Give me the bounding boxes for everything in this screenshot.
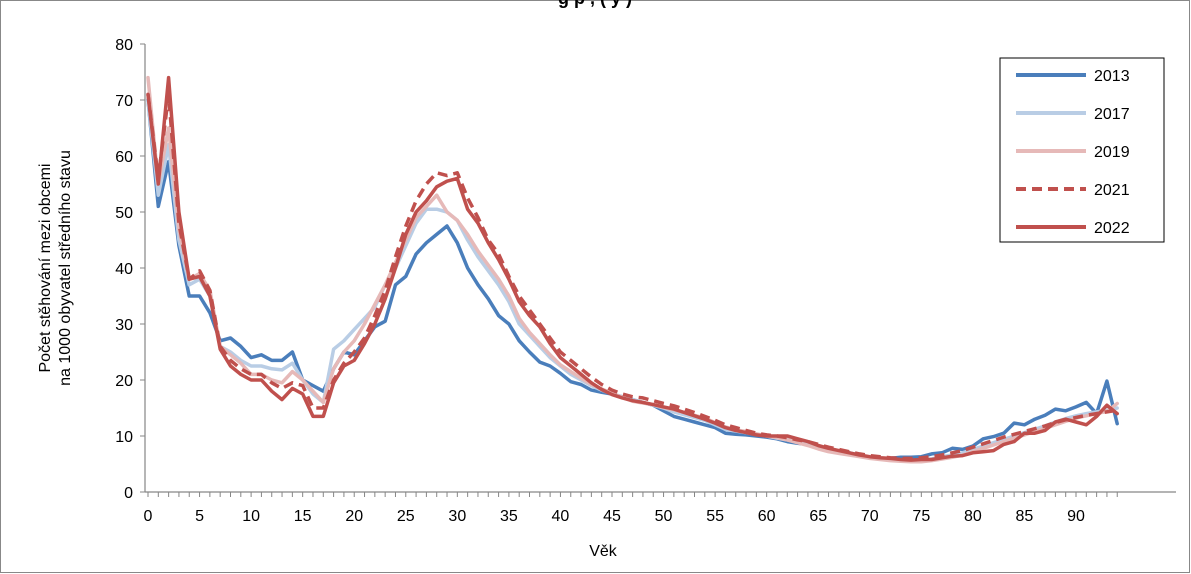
y-axis-label-line1: Počet stěhování mezi obcemi [37,164,54,373]
x-tick-label: 90 [1067,508,1085,525]
x-tick-label: 65 [809,508,827,525]
x-tick-label: 40 [552,508,570,525]
x-tick-label: 0 [144,508,153,525]
x-tick-label: 30 [448,508,466,525]
x-tick-label: 5 [195,508,204,525]
x-tick-label: 80 [964,508,982,525]
x-ticks: 0 5 10 15 20 25 30 35 40 45 50 55 60 65 70 75 80 85 90 [144,492,1118,525]
x-tick-label: 15 [294,508,312,525]
series-line-2022 [146,75,1119,462]
series-lines [146,75,1119,464]
chart-title: g p , ( y ) [558,0,632,8]
y-tick-label: 40 [115,261,133,278]
y-tick-label: 70 [115,93,133,110]
y-tick-label: 60 [115,149,133,166]
legend-label-2017: 2017 [1094,106,1130,123]
x-tick-label: 45 [603,508,621,525]
x-tick-label: 70 [861,508,879,525]
x-tick-label: 50 [655,508,673,525]
legend-label-2019: 2019 [1094,144,1130,161]
legend: 2013 2017 2019 2021 2022 [999,57,1165,243]
x-tick-label: 10 [242,508,260,525]
x-axis-label: Věk [589,543,618,560]
x-tick-label: 20 [345,508,363,525]
series-line-2021 [146,92,1118,461]
legend-label-2021: 2021 [1094,182,1130,199]
x-tick-label: 25 [397,508,415,525]
y-ticks: 0 10 20 30 40 50 60 70 80 [115,37,145,502]
y-tick-label: 80 [115,37,133,54]
x-tick-label: 85 [1016,508,1034,525]
x-tick-label: 75 [912,508,930,525]
y-axis-label-line2: na 1000 obyvatel středního stavu [57,150,74,386]
y-tick-label: 0 [124,485,133,502]
legend-label-2022: 2022 [1094,220,1130,237]
y-tick-label: 50 [115,205,133,222]
y-tick-label: 30 [115,317,133,334]
y-tick-label: 10 [115,429,133,446]
y-tick-label: 20 [115,373,133,390]
x-tick-label: 55 [706,508,724,525]
x-tick-label: 35 [500,508,518,525]
x-tick-label: 60 [758,508,776,525]
legend-label-2013: 2013 [1094,68,1130,85]
